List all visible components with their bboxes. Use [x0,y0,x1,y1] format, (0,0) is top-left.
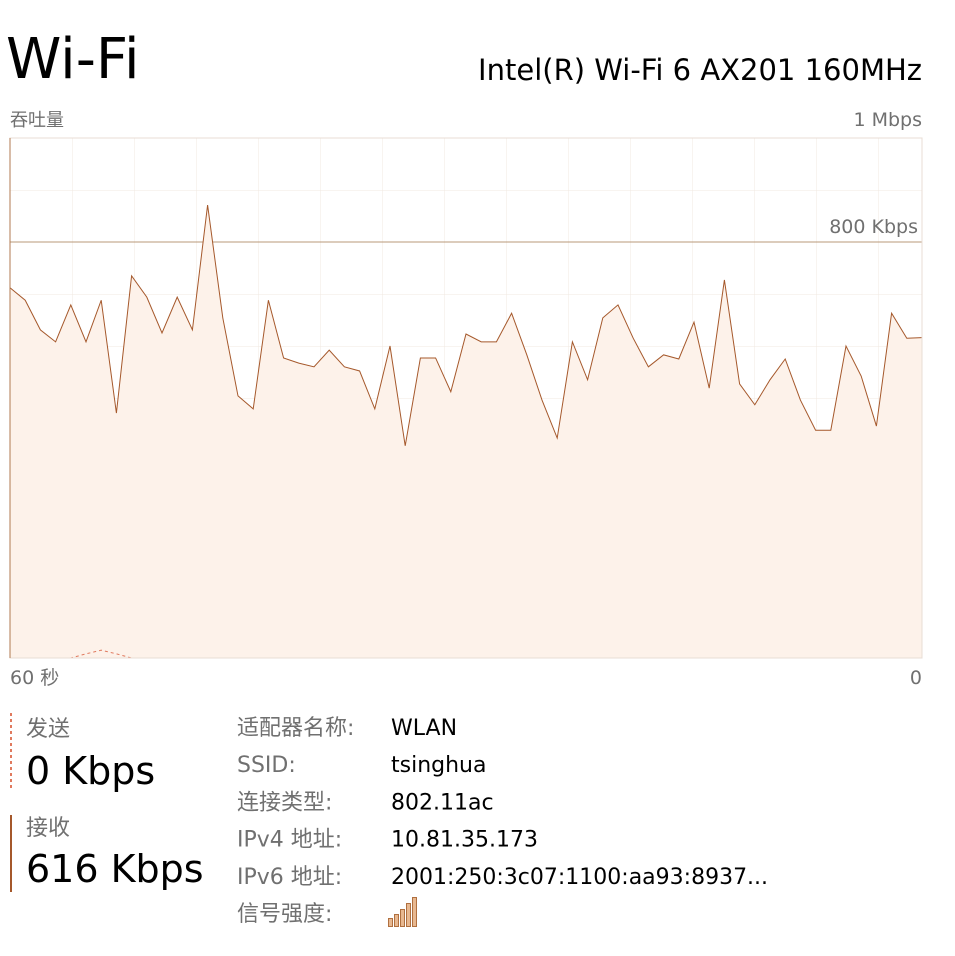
property-key: 信号强度: [237,902,332,927]
receive-rate: 616 Kbps [26,847,204,891]
x-tick-label: 60 秒 [10,667,59,689]
send-rate: 0 Kbps [26,749,155,793]
property-value: 10.81.35.173 [391,828,538,853]
property-key: SSID: [237,753,296,778]
property-key: IPv6 地址: [237,865,342,890]
property-value: 802.11ac [391,790,494,815]
send-label: 发送 [26,717,70,742]
property-key: 适配器名称: [237,716,354,741]
adapter-name: Intel(R) Wi-Fi 6 AX201 160MHz [478,53,922,87]
property-value: tsinghua [391,753,486,778]
area-fill [10,205,922,658]
y-axis-label: 吞吐量 [10,110,64,131]
x-tick-label: 0 [910,667,922,689]
property-key: IPv4 地址: [237,828,342,853]
signal-icon [388,897,417,927]
property-value: WLAN [391,716,457,741]
properties: 适配器名称: WLAN SSID: tsinghua 连接类型: 802.11ac IPv4… [237,716,768,927]
data-line [9,205,923,446]
y-tick-label: 1 Mbps [853,109,922,131]
property-value: 2001:250:3c07:1100:aa93:8937... [391,865,768,890]
y-tick-label: 800 Kbps [829,216,918,238]
property-key: 连接类型: [237,790,332,815]
receive-label: 接收 [26,816,70,841]
page-title: Wi-Fi [6,27,140,92]
